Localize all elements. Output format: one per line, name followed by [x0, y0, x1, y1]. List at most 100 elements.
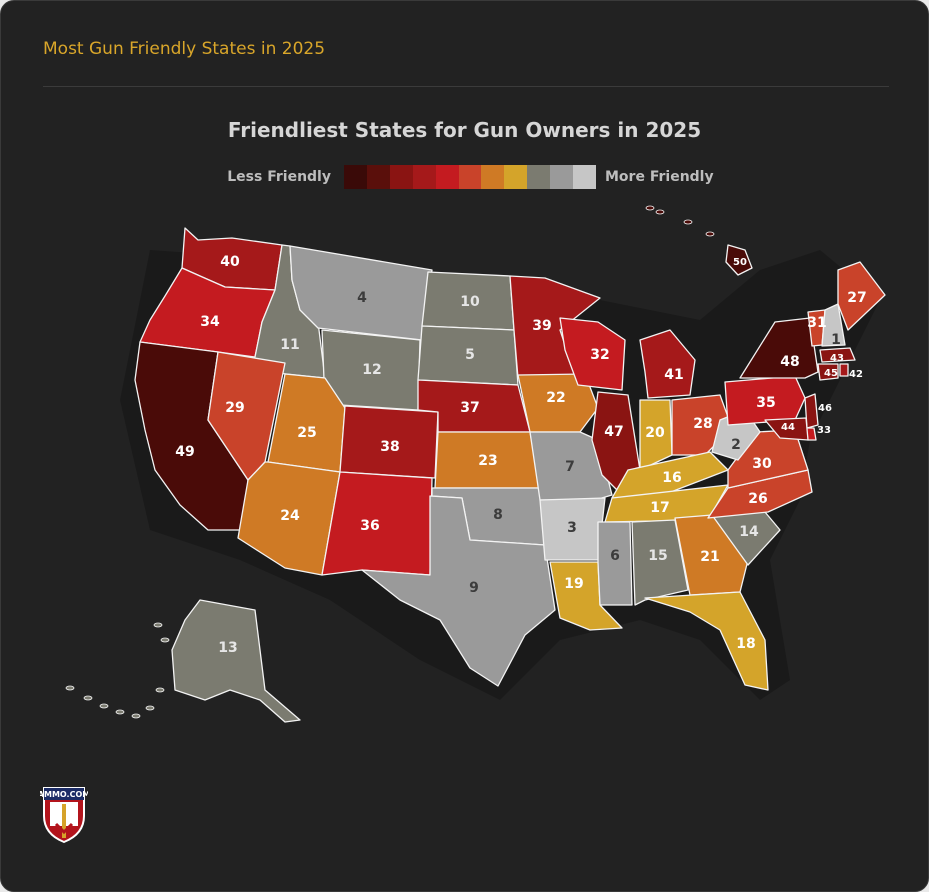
state-rank-label: 10 [460, 294, 480, 310]
state-ms [597, 521, 633, 606]
legend-swatch [366, 165, 390, 189]
island-shape [705, 231, 715, 237]
state-wi [559, 317, 626, 391]
state-rank-label: 25 [297, 425, 316, 441]
legend-swatch [344, 165, 367, 189]
state-rank-label: 44 [781, 422, 795, 433]
legend-swatch [481, 165, 505, 189]
state-rank-label: 6 [610, 548, 620, 564]
state-rank-label: 17 [650, 500, 669, 516]
state-rank-label: 15 [648, 548, 667, 564]
island-shape [99, 703, 109, 709]
state-rank-label: 40 [220, 254, 240, 270]
page-title: Most Gun Friendly States in 2025 [43, 39, 326, 59]
state-rank-label: 50 [733, 257, 747, 268]
state-ky [611, 451, 729, 501]
state-rank-label: 16 [662, 470, 681, 486]
state-rank-label: 41 [664, 367, 683, 383]
state-rank-label: 7 [565, 459, 575, 475]
state-rank-label: 22 [546, 390, 565, 406]
state-rank-label: 32 [590, 347, 609, 363]
state-me [837, 261, 886, 331]
state-rank-label: 46 [818, 403, 832, 414]
state-rank-label: 19 [564, 576, 583, 592]
state-rank-label: 5 [465, 347, 475, 363]
state-rank-label: 21 [700, 549, 719, 565]
state-rank-label: 43 [830, 353, 844, 364]
island-shape [155, 687, 165, 693]
legend-swatch [435, 165, 459, 189]
legend-less-label: Less Friendly [227, 169, 331, 185]
state-rank-label: 47 [604, 424, 623, 440]
legend-color-scale [344, 165, 596, 189]
state-rank-label: 38 [380, 439, 399, 455]
state-rank-label: 42 [849, 369, 863, 380]
island-shape [145, 705, 155, 711]
state-ct [817, 363, 839, 381]
state-ak [171, 599, 301, 723]
island-shape [115, 709, 125, 715]
legend-swatch [527, 165, 551, 189]
legend-swatch [504, 165, 528, 189]
state-rank-label: 13 [218, 640, 237, 656]
state-mt [289, 245, 433, 341]
header-divider [43, 86, 889, 87]
state-fl [644, 591, 769, 691]
state-rank-label: 29 [225, 400, 244, 416]
island-shape [65, 685, 75, 691]
state-tx [361, 495, 556, 687]
state-rank-label: 31 [807, 315, 826, 331]
ammo-com-logo: AMMO.COM [40, 787, 88, 844]
state-rank-label: 27 [847, 290, 866, 306]
island-shape [655, 209, 665, 215]
state-al [631, 519, 689, 606]
state-rank-label: 8 [493, 507, 503, 523]
state-rank-label: 11 [280, 337, 299, 353]
state-rank-label: 36 [360, 518, 379, 534]
state-rank-label: 18 [736, 636, 755, 652]
island-shape [160, 637, 170, 643]
state-md [764, 417, 809, 441]
state-rank-label: 14 [739, 524, 759, 540]
state-mi [639, 329, 696, 399]
map-legend: Less Friendly More Friendly [1, 165, 928, 189]
state-rank-label: 48 [780, 354, 799, 370]
state-rank-label: 30 [752, 456, 772, 472]
state-rank-label: 35 [756, 395, 775, 411]
island-shape [83, 695, 93, 701]
state-rank-label: 49 [175, 444, 194, 460]
state-rank-label: 45 [824, 368, 838, 379]
state-rank-label: 37 [460, 400, 479, 416]
legend-swatch [458, 165, 482, 189]
legend-swatch [412, 165, 436, 189]
legend-swatch [389, 165, 413, 189]
state-ga [674, 514, 749, 596]
map-title: Friendliest States for Gun Owners in 202… [227, 118, 702, 142]
state-rank-label: 39 [532, 318, 551, 334]
state-hi [725, 244, 753, 276]
island-shape [153, 622, 163, 628]
legend-swatch [573, 165, 596, 189]
state-ri [839, 363, 849, 377]
state-rank-label: 24 [280, 508, 300, 524]
state-rank-label: 28 [693, 416, 712, 432]
state-rank-label: 4 [357, 290, 367, 306]
state-rank-label: 1 [831, 332, 841, 348]
state-rank-label: 34 [200, 314, 220, 330]
logo-text: AMMO.COM [40, 790, 88, 799]
state-rank-label: 26 [748, 491, 767, 507]
island-shape [683, 219, 693, 225]
state-nc [707, 469, 813, 519]
state-rank-label: 2 [731, 437, 741, 453]
legend-swatch [550, 165, 574, 189]
state-rank-label: 20 [645, 425, 665, 441]
island-shape [131, 713, 141, 719]
state-rank-label: 3 [567, 520, 577, 536]
state-ma [819, 347, 856, 363]
state-rank-label: 9 [469, 580, 479, 596]
state-nh [821, 303, 846, 347]
legend-more-label: More Friendly [605, 169, 714, 185]
state-rank-label: 12 [362, 362, 381, 378]
island-shape [645, 205, 655, 211]
